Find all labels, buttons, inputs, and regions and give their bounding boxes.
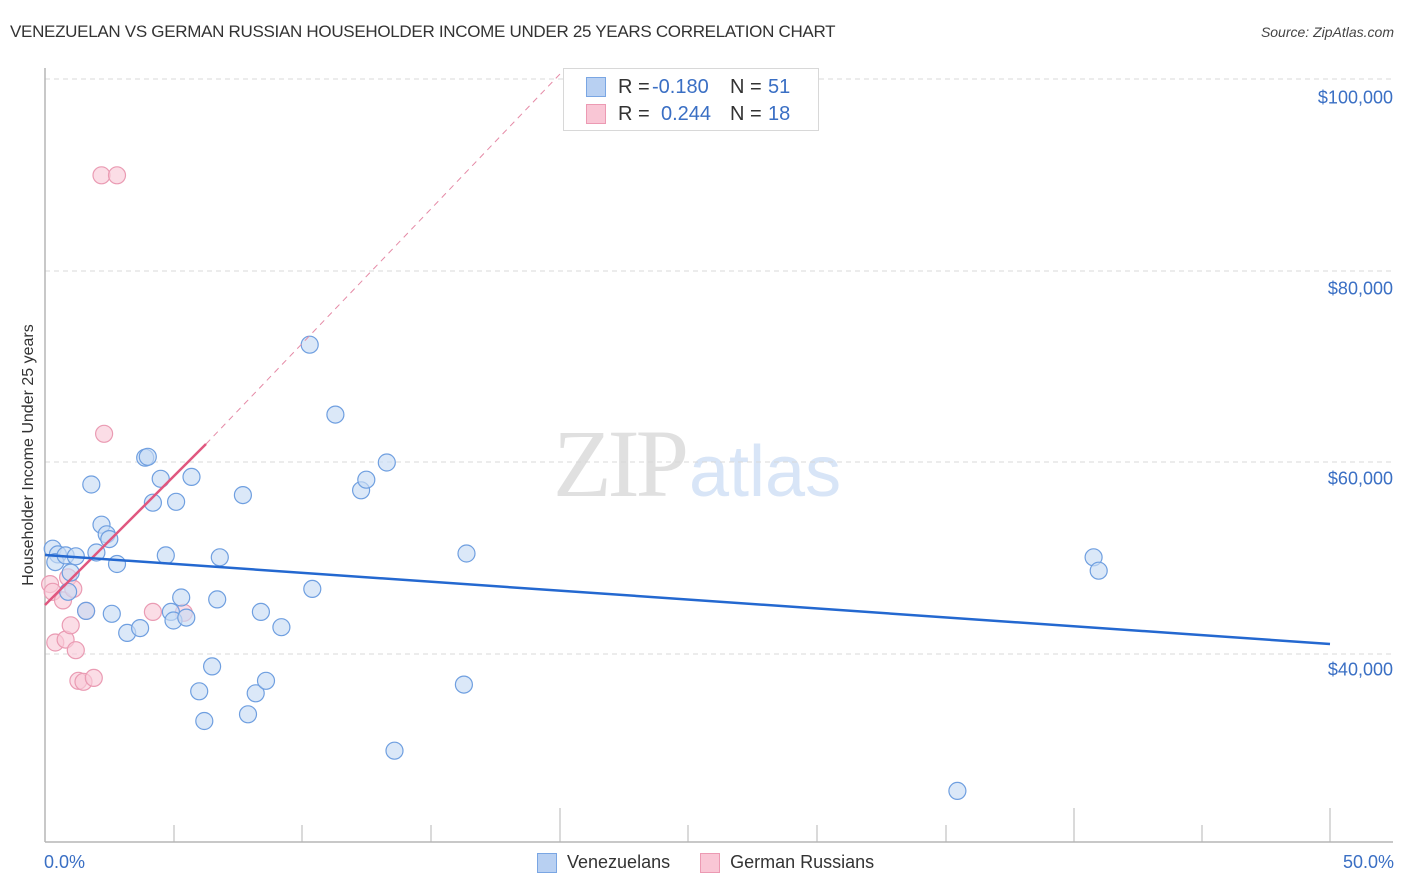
venezuelans-swatch-icon [586,77,606,97]
axes [44,68,1393,843]
venezuelan-data-point [256,671,276,690]
venezuelan-data-point [82,475,101,494]
y-axis-label: Householder Income Under 25 years [20,324,37,586]
n-value: 51 [768,75,791,98]
german-russian-data-point [66,641,85,660]
legend-item-german-russians[interactable]: German Russians [700,852,874,873]
r-value-text: 0.244 [661,102,712,125]
venezuelan-data-point [203,657,222,676]
series-legend: Venezuelans German Russians [537,852,904,873]
german-russian-data-point [61,616,80,635]
chart-title: VENEZUELAN VS GERMAN RUSSIAN HOUSEHOLDER… [10,22,836,41]
venezuelan-data-point [138,447,157,466]
german-russian-data-point [92,166,111,185]
venezuelans-trendline [44,553,1331,646]
venezuelan-data-point [143,493,162,512]
venezuelan-data-point [238,705,258,724]
venezuelans-legend-swatch-icon [537,852,557,873]
german-russians-swatch-icon [586,104,606,124]
venezuelan-data-point [357,470,376,489]
venezuelan-data-point [454,675,473,694]
legend-label: Venezuelans [567,852,671,872]
german-russian-data-point [107,166,127,185]
y-tick-60000: $60,000 [1327,468,1393,489]
n-label: N = [730,102,762,125]
legend-row-german-russians: R = 0.244 N = 18 [586,102,790,126]
venezuelan-data-point [107,554,127,574]
venezuelan-data-point [195,711,214,731]
r-value: -0.180 [652,75,709,98]
german-russians-legend-swatch-icon [700,852,721,873]
venezuelan-data-point [303,579,322,599]
german-russian-data-point [94,424,114,443]
venezuelan-data-point [208,590,227,609]
venezuelan-data-point [102,604,121,623]
r-label: R = [618,75,650,98]
y-tick-80000: $80,000 [1327,278,1393,299]
venezuelan-data-point [76,601,96,621]
venezuelan-data-point [58,582,78,601]
venezuelan-data-point [377,453,396,472]
gridlines [45,78,1393,655]
venezuelan-data-point [326,405,345,424]
y-tick-40000: $40,000 [1327,659,1393,680]
y-tick-100000: $100,000 [1317,87,1393,108]
venezuelan-data-point [131,618,150,638]
german-russians-trend-extension [205,73,561,445]
venezuelan-data-point [156,546,175,565]
watermark-atlas: atlas [689,432,842,512]
venezuelan-data-point [272,618,291,637]
r-value: 0.244 [652,103,728,126]
venezuelan-data-point [177,608,196,627]
source-credit: Source: ZipAtlas.com [1260,24,1394,40]
zipatlas-watermark: ZIPatlas [553,408,841,519]
venezuelan-data-point [385,741,404,760]
venezuelan-data-point [190,682,209,701]
n-label: N = [730,75,762,98]
legend-label: German Russians [730,852,875,872]
x-tick-50: 50.0% [1342,852,1394,872]
venezuelan-data-point [167,492,186,511]
venezuelan-data-point [251,602,270,622]
german-russian-data-point [84,668,103,688]
german-russian-data-point [143,602,162,622]
venezuelan-data-point [948,781,967,801]
venezuelan-data-point [457,544,476,563]
german-russians-trendline [44,443,207,606]
venezuelan-data-point [172,588,191,607]
venezuelan-data-point [246,684,265,703]
legend-row-venezuelans: R = -0.180 N = 51 [586,75,790,99]
venezuelan-data-point [151,469,170,488]
watermark-zip: ZIP [553,410,689,517]
r-label: R = [618,102,650,125]
venezuelan-data-point [182,467,201,486]
venezuelan-data-point [210,548,229,567]
venezuelan-data-point [61,563,80,582]
n-value: 18 [768,102,791,125]
venezuelan-data-point [300,335,319,354]
legend-item-venezuelans[interactable]: Venezuelans [537,852,670,873]
x-tick-0: 0.0% [44,852,86,872]
venezuelan-data-point [1089,561,1108,580]
stats-legend: R = -0.180 N = 51 R = 0.244 N = 18 [563,68,819,131]
x-axis-ticks [173,808,1331,842]
venezuelans-points [43,335,1108,801]
venezuelan-data-point [233,486,252,505]
